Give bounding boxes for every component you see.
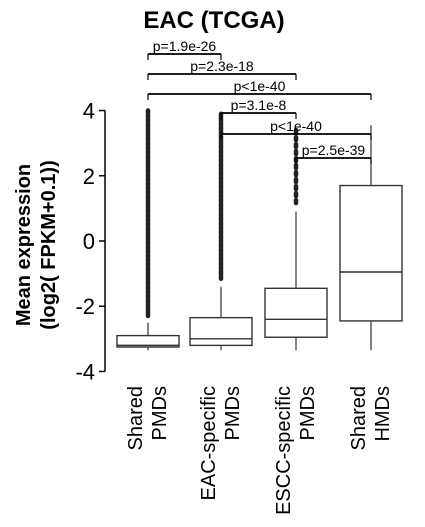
significance-brackets: p=1.9e-26 p=2.3e-18 p<1e-40 p=3.1e-8 p<1e-40… bbox=[147, 38, 372, 164]
x-category-label-line2: PMDs bbox=[297, 386, 319, 440]
x-category-label-line1: ESCC-specific bbox=[273, 386, 295, 515]
chart-title: EAC (TCGA) bbox=[143, 7, 284, 34]
x-category-label-line1: Shared bbox=[348, 386, 370, 451]
comparison-bracket: p=1.9e-26 bbox=[147, 38, 222, 60]
p-value-label: p=2.5e-39 bbox=[302, 142, 366, 158]
p-value-label: p=3.1e-8 bbox=[231, 97, 287, 113]
comparison-bracket: p=2.5e-39 bbox=[295, 142, 372, 164]
y-tick-label: -4 bbox=[75, 359, 95, 384]
box-iqr bbox=[189, 316, 253, 347]
box-group bbox=[189, 111, 253, 351]
x-category-label-line1: Shared bbox=[125, 386, 147, 451]
p-value-label: p=2.3e-18 bbox=[190, 58, 254, 74]
p-value-label: p<1e-40 bbox=[270, 118, 322, 134]
box-iqr bbox=[264, 287, 328, 338]
box-group bbox=[339, 125, 403, 351]
x-axis-labels: Shared PMDs EAC-specific PMDs ESCC-specific P… bbox=[125, 386, 394, 515]
comparison-bracket: p<1e-40 bbox=[220, 118, 372, 140]
p-value-label: p=1.9e-26 bbox=[153, 38, 217, 54]
comparison-bracket: p=3.1e-8 bbox=[220, 97, 297, 119]
y-tick-label: 2 bbox=[83, 164, 95, 189]
x-category-label-line1: EAC-specific bbox=[198, 386, 220, 500]
box-group bbox=[264, 127, 328, 351]
comparison-bracket: p=2.3e-18 bbox=[147, 58, 297, 80]
comparison-bracket: p<1e-40 bbox=[147, 78, 372, 100]
box-plots bbox=[116, 108, 403, 351]
y-tick-label: 4 bbox=[83, 99, 95, 124]
y-tick-label: -2 bbox=[75, 294, 95, 319]
p-value-label: p<1e-40 bbox=[234, 78, 286, 94]
y-tick-label: 0 bbox=[83, 229, 95, 254]
y-axis-label-line2: (log2( FPKM+0.1)) bbox=[38, 160, 60, 329]
box-iqr bbox=[339, 184, 403, 322]
x-category-label-line2: PMDs bbox=[222, 386, 244, 440]
y-axis-label-line1: Mean expression bbox=[13, 164, 35, 326]
x-category-label-line2: PMDs bbox=[149, 386, 171, 440]
box-iqr bbox=[116, 334, 180, 348]
y-axis-ticks: -4 -2 0 2 4 bbox=[75, 99, 105, 384]
x-category-label-line2: HMDs bbox=[372, 386, 394, 442]
box-group bbox=[116, 108, 180, 351]
